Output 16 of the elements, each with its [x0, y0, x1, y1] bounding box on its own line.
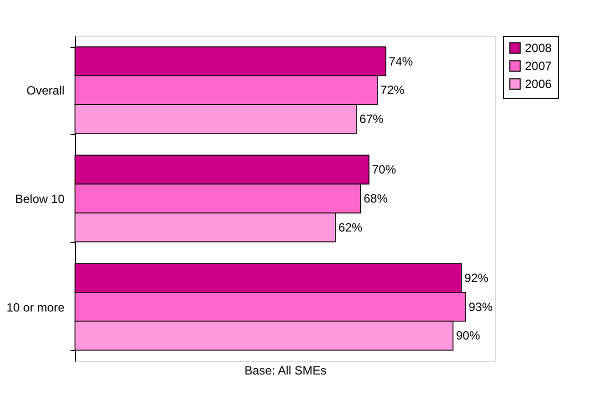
data-label: 68%	[364, 192, 388, 206]
data-label: 67%	[359, 112, 384, 126]
data-label: 92%	[464, 270, 489, 285]
data-label: 90%	[456, 328, 480, 343]
data-label: 72%	[380, 83, 405, 98]
legend-label: 2006	[525, 77, 552, 91]
data-label: 74%	[388, 54, 414, 68]
data-label: 93%	[468, 300, 493, 314]
y-tick-label: 10 or more	[6, 300, 65, 314]
y-tick-label: Overall	[26, 84, 64, 98]
legend-label: 2007	[525, 59, 552, 73]
data-label: 70%	[372, 162, 396, 177]
x-axis-title: Base: All SMEs	[244, 364, 327, 378]
data-label: 62%	[338, 220, 363, 234]
legend-label: 2008	[525, 41, 552, 55]
y-tick-label: Below 10	[15, 192, 65, 206]
